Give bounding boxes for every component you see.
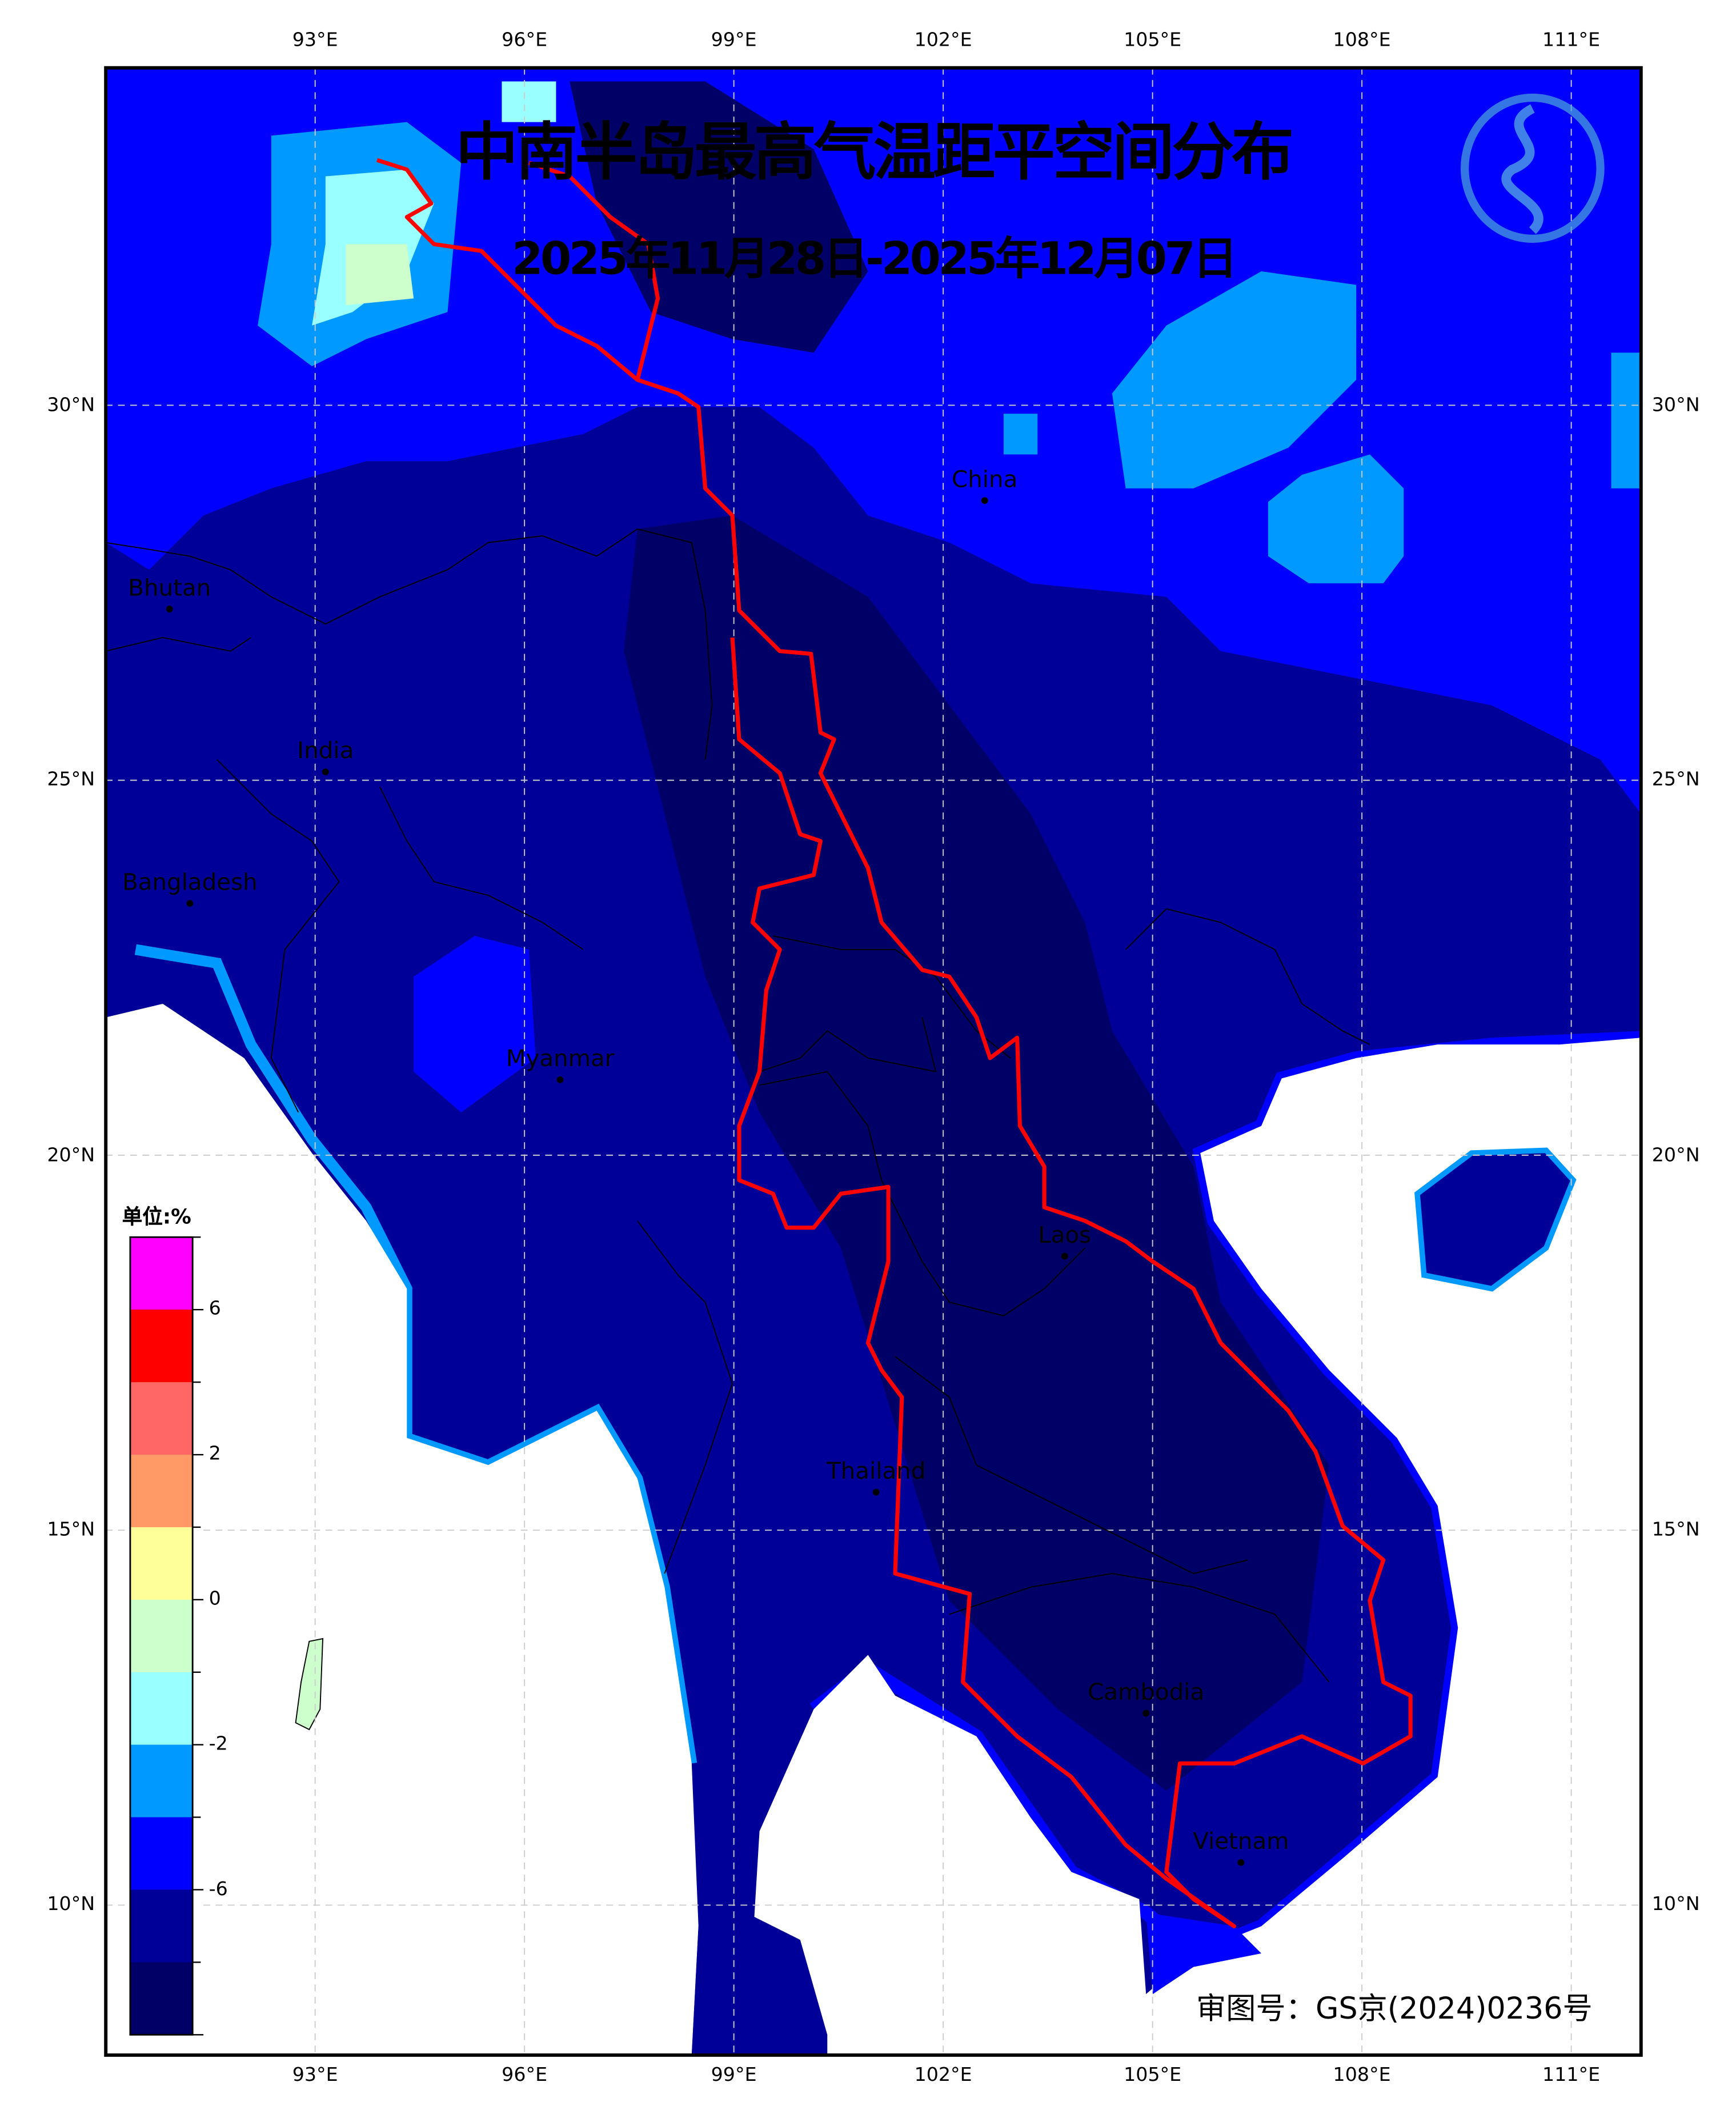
lon-tick-bottom: 111°E: [1542, 2064, 1601, 2087]
capital-dot: [186, 900, 194, 907]
lon-tick-bottom: 93°E: [292, 2064, 338, 2087]
colorbar-segment: [130, 1744, 193, 1818]
lon-tick-top: 105°E: [1124, 30, 1182, 52]
cma-logo: [1461, 93, 1605, 243]
lon-tick-top: 102°E: [914, 30, 972, 52]
capital-dot: [556, 1076, 564, 1083]
lon-tick-bottom: 102°E: [914, 2064, 972, 2087]
lat-tick-right: 25°N: [1651, 769, 1700, 791]
colorbar-segment: [130, 1962, 193, 2036]
anomaly-zone-light-blue: [1003, 414, 1038, 455]
lat-tick-left: 20°N: [47, 1144, 95, 1166]
anomaly-zone-dark-center: [570, 81, 868, 353]
anomaly-zone-light-blue-east: [1611, 353, 1641, 489]
lat-tick-right: 15°N: [1651, 1519, 1700, 1542]
graticule: [106, 67, 1641, 2055]
ca-mau-peninsula: [1146, 1912, 1262, 1995]
colorbar-segment: [130, 1527, 193, 1601]
lon-tick-bottom: 105°E: [1124, 2064, 1182, 2087]
colorbar-segment: [130, 1889, 193, 1963]
lon-tick-top: 93°E: [292, 30, 338, 52]
malay-peninsula: [691, 1912, 828, 2055]
approval-number: 审图号：GS京(2024)0236号: [1196, 1992, 1593, 2027]
colorbar-label: 6: [209, 1299, 221, 1321]
colorbar-segment: [130, 1672, 193, 1745]
anomaly-zone-pale-green: [346, 244, 414, 306]
lat-tick-left: 10°N: [47, 1894, 95, 1916]
lat-tick-right: 30°N: [1651, 394, 1700, 417]
lat-tick-left: 15°N: [47, 1519, 95, 1542]
hainan-island: [1414, 1147, 1577, 1292]
country-label-vietnam: Vietnam: [1193, 1828, 1289, 1856]
colorbar-label: 0: [209, 1588, 221, 1611]
country-label-bhutan: Bhutan: [128, 575, 211, 603]
lon-tick-top: 96°E: [502, 30, 548, 52]
colorbar-label: -2: [209, 1733, 228, 1756]
colorbar-segment: [130, 1817, 193, 1891]
lon-tick-top: 108°E: [1333, 30, 1391, 52]
colorbar-segment: [130, 1455, 193, 1528]
anomaly-zone-bright-blue: [106, 67, 1641, 814]
capital-dot: [1237, 1859, 1245, 1866]
gulf-of-thailand-south-china-sea: [745, 1038, 1641, 2055]
lat-tick-left: 25°N: [47, 769, 95, 791]
country-label-bangladesh: Bangladesh: [122, 869, 258, 897]
lat-tick-left: 30°N: [47, 394, 95, 417]
lon-tick-bottom: 108°E: [1333, 2064, 1391, 2087]
lon-tick-top: 111°E: [1542, 30, 1601, 52]
colorbar-segment: [130, 1599, 193, 1673]
capital-dot: [872, 1488, 880, 1496]
map-frame: [104, 66, 1643, 2057]
country-label-india: India: [297, 738, 354, 766]
anomaly-zone-light-blue-ne2: [1268, 454, 1404, 583]
capital-dot: [166, 606, 173, 612]
colorbar-label: 2: [209, 1444, 221, 1466]
lon-tick-bottom: 99°E: [711, 2064, 757, 2087]
country-label-laos: Laos: [1038, 1222, 1092, 1250]
bay-of-bengal: [106, 1003, 699, 2055]
colorbar-segment: [130, 1310, 193, 1383]
colorbar-label: -6: [209, 1879, 228, 1901]
map-subtitle: 2025年11月28日-2025年12月07日: [512, 231, 1237, 285]
colorbar-segment: [130, 1237, 193, 1311]
lancang-mekong-boundary: [376, 158, 1413, 1928]
colorbar-unit-label: 单位:%: [122, 1204, 191, 1230]
country-label-china: China: [952, 466, 1018, 494]
capital-dots: [166, 497, 1245, 1866]
country-borders: [106, 528, 1370, 1683]
country-label-thailand: Thailand: [827, 1458, 926, 1486]
lat-tick-right: 10°N: [1651, 1894, 1700, 1916]
anomaly-zone-light-blue-ne: [1112, 271, 1357, 489]
capital-dot: [1142, 1709, 1150, 1717]
lon-tick-bottom: 96°E: [502, 2064, 548, 2087]
capital-dot: [981, 497, 988, 505]
anomaly-zone-bright-blue-myanmar: [414, 936, 536, 1112]
country-label-myanmar: Myanmar: [506, 1046, 615, 1073]
anomaly-zone-cyan-top: [502, 81, 556, 122]
country-label-cambodia: Cambodia: [1088, 1679, 1205, 1707]
map-title: 中南半岛最高气温距平空间分布: [455, 115, 1294, 189]
capital-dot: [1061, 1252, 1068, 1260]
andaman-islands: [295, 1637, 324, 1731]
colorbar-segment: [130, 1382, 193, 1456]
colorbar: [125, 1234, 204, 2038]
capital-dot: [322, 768, 329, 775]
lat-tick-right: 20°N: [1651, 1144, 1700, 1166]
lon-tick-top: 99°E: [711, 30, 757, 52]
